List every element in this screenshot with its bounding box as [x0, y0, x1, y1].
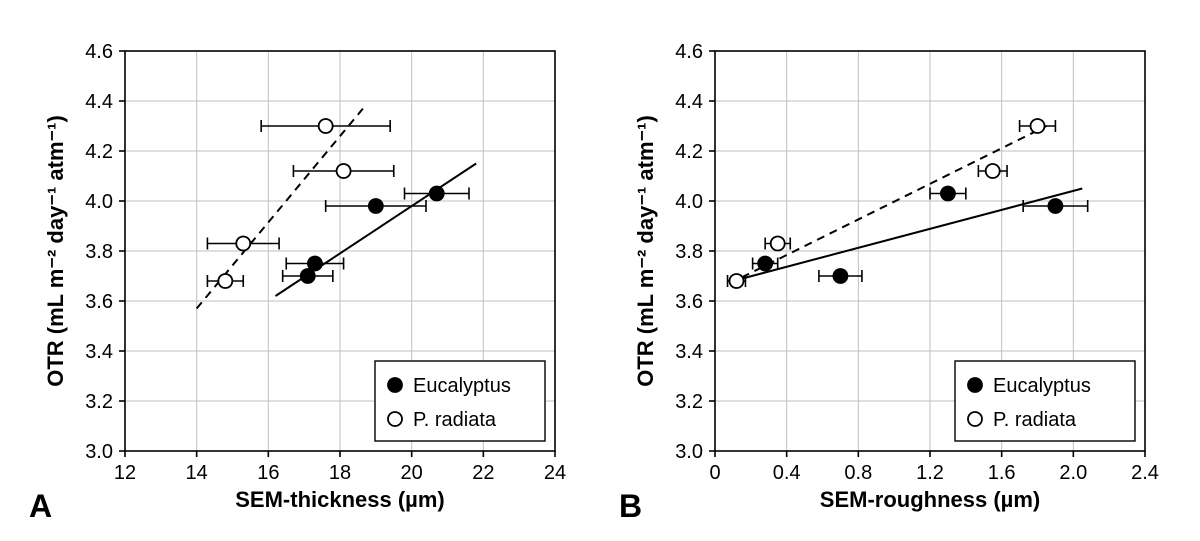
- legend: Eucalyptus P. radiata: [955, 361, 1135, 441]
- legend-label-pradiata: P. radiata: [993, 409, 1077, 431]
- x-tick-label: 0.8: [844, 462, 872, 484]
- y-tick-label: 3.0: [675, 441, 703, 463]
- x-tick-label: 14: [186, 462, 208, 484]
- data-point: [301, 269, 315, 283]
- x-tick-label: 0: [709, 462, 720, 484]
- legend-label-pradiata: P. radiata: [413, 409, 497, 431]
- legend: Eucalyptus P. radiata: [375, 361, 545, 441]
- x-tick-label: 1.2: [916, 462, 944, 484]
- x-tick-label: 22: [472, 462, 494, 484]
- data-point: [771, 236, 785, 250]
- data-point: [308, 256, 322, 270]
- y-tick-label: 4.6: [675, 41, 703, 63]
- y-axis-label: OTR (mL m⁻² day⁻¹ atm⁻¹): [43, 115, 68, 387]
- legend-marker-pradiata: [968, 412, 982, 426]
- y-tick-label: 4.6: [85, 41, 113, 63]
- y-tick-label: 4.2: [85, 141, 113, 163]
- x-tick-label: 18: [329, 462, 351, 484]
- data-point: [730, 274, 744, 288]
- y-tick-label: 4.4: [85, 91, 113, 113]
- y-tick-label: 3.6: [85, 291, 113, 313]
- y-tick-label: 4.0: [85, 191, 113, 213]
- x-tick-label: 24: [544, 462, 566, 484]
- x-tick-label: 20: [401, 462, 423, 484]
- x-axis-label: SEM-thickness (µm): [235, 487, 445, 512]
- panel-a: 12 14 16 18 20 22 24 3.0 3.2 3.4 3.6 3.8 4.0 4.2 4.4 4.…: [25, 21, 585, 521]
- y-tick-label: 3.2: [85, 391, 113, 413]
- y-axis-label: OTR (mL m⁻² day⁻¹ atm⁻¹): [633, 115, 658, 387]
- data-point: [941, 186, 955, 200]
- y-tick-label: 4.2: [675, 141, 703, 163]
- figure: 12 14 16 18 20 22 24 3.0 3.2 3.4 3.6 3.8 4.0 4.2 4.4 4.…: [0, 0, 1200, 541]
- legend-marker-eucalyptus: [388, 378, 402, 392]
- y-tick-label: 4.4: [675, 91, 703, 113]
- y-tick-label: 3.2: [675, 391, 703, 413]
- panel-a-label: A: [29, 488, 52, 525]
- data-point: [319, 119, 333, 133]
- legend-label-eucalyptus: Eucalyptus: [993, 375, 1091, 397]
- y-tick-label: 3.6: [675, 291, 703, 313]
- panel-b-label: B: [619, 488, 642, 525]
- data-point: [430, 186, 444, 200]
- data-point: [1048, 199, 1062, 213]
- x-tick-label: 2.4: [1131, 462, 1159, 484]
- legend-marker-eucalyptus: [968, 378, 982, 392]
- y-tick-label: 3.8: [675, 241, 703, 263]
- legend-label-eucalyptus: Eucalyptus: [413, 375, 511, 397]
- data-point: [833, 269, 847, 283]
- data-point: [218, 274, 232, 288]
- chart-b: 0 0.4 0.8 1.2 1.6 2.0 2.4 3.0 3.2 3.4 3.6 3.8 4.0 4.2…: [615, 21, 1175, 521]
- x-tick-label: 12: [114, 462, 136, 484]
- x-tick-label: 16: [257, 462, 279, 484]
- chart-a: 12 14 16 18 20 22 24 3.0 3.2 3.4 3.6 3.8 4.0 4.2 4.4 4.…: [25, 21, 585, 521]
- panel-b: 0 0.4 0.8 1.2 1.6 2.0 2.4 3.0 3.2 3.4 3.6 3.8 4.0 4.2…: [615, 21, 1175, 521]
- x-tick-label: 1.6: [988, 462, 1016, 484]
- x-tick-label: 2.0: [1059, 462, 1087, 484]
- y-tick-label: 3.0: [85, 441, 113, 463]
- data-point: [986, 164, 1000, 178]
- data-point: [1031, 119, 1045, 133]
- data-point: [369, 199, 383, 213]
- data-point: [337, 164, 351, 178]
- y-tick-label: 3.4: [85, 341, 113, 363]
- data-point: [758, 256, 772, 270]
- y-tick-label: 4.0: [675, 191, 703, 213]
- x-axis-label: SEM-roughness (µm): [820, 487, 1040, 512]
- x-tick-label: 0.4: [773, 462, 801, 484]
- data-point: [236, 236, 250, 250]
- y-tick-label: 3.8: [85, 241, 113, 263]
- y-tick-label: 3.4: [675, 341, 703, 363]
- legend-marker-pradiata: [388, 412, 402, 426]
